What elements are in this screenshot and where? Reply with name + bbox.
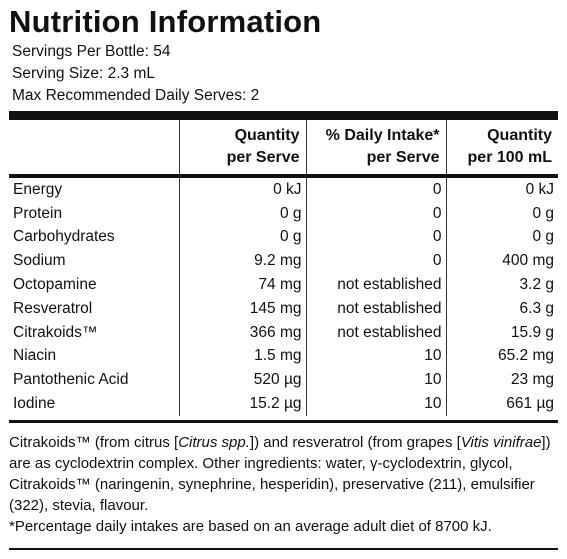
nutrient-name: Resveratrol (13, 299, 93, 317)
quantity-per-100ml: 65.2 mg (445, 344, 558, 369)
table-header-row: Quantity per Serve % Daily Intake* per S… (9, 120, 558, 176)
daily-intake-percent: 10 (305, 368, 446, 393)
quantity-per-serve: 0 g (178, 225, 306, 250)
panel-bottom-border (9, 548, 558, 550)
header-label-line1: % Daily Intake* (325, 127, 440, 144)
footnote: Citrakoids™ (from citrus [Citrus spp.]) … (9, 432, 561, 537)
table-row: Citrakoids™ 366 mg not established 15.9 g (9, 320, 558, 345)
footnote-text: ]) and resveratrol (from grapes [ (249, 434, 461, 451)
quantity-per-100ml: 400 mg (445, 249, 558, 274)
header-label-line2: per Serve (366, 149, 440, 166)
daily-intake-percent: 0 (305, 225, 446, 250)
header-daily-intake: % Daily Intake* per Serve (305, 120, 446, 176)
quantity-per-serve: 74 mg (178, 273, 306, 297)
quantity-per-100ml: 15.9 g (445, 320, 558, 345)
quantity-per-serve: 9.2 mg (178, 249, 306, 274)
nutrient-name: Niacin (13, 347, 57, 365)
table-row: Niacin 1.5 mg 10 65.2 mg (9, 344, 558, 369)
footnote-text: Citrakoids™ (from citrus [ (9, 434, 179, 451)
footnote-text: ]) are as cyclodextrin complex. Other in… (9, 434, 551, 514)
header-label-line1: Quantity (234, 127, 300, 144)
header-label-line2: per 100 mL (467, 149, 552, 166)
quantity-per-serve: 0 g (178, 201, 306, 226)
daily-intake-percent: not established (305, 320, 446, 345)
header-divider (9, 111, 558, 120)
daily-intake-percent: 0 (305, 249, 446, 274)
header-quantity-per-100ml: Quantity per 100 mL (445, 120, 558, 176)
nutrient-name: Iodine (13, 395, 56, 413)
quantity-per-serve: 15.2 µg (178, 392, 306, 416)
header-label-line2: per Serve (226, 149, 300, 166)
nutrient-name: Protein (13, 204, 63, 222)
table-row: Pantothenic Acid 520 µg 10 23 mg (9, 368, 558, 393)
nutrient-name: Octopamine (13, 276, 97, 294)
serving-size: Serving Size: 2.3 mL (12, 65, 156, 82)
header-name (9, 120, 179, 176)
quantity-per-100ml: 6.3 g (445, 296, 558, 321)
quantity-per-serve: 1.5 mg (178, 344, 306, 369)
quantity-per-100ml: 3.2 g (445, 273, 558, 297)
daily-intake-percent: not established (305, 273, 446, 297)
nutrient-name: Citrakoids™ (13, 323, 98, 341)
table-row: Iodine 15.2 µg 10 661 µg (9, 392, 558, 416)
daily-intake-percent: 10 (305, 344, 446, 369)
header-label-line1: Quantity (487, 127, 552, 144)
max-daily-serves: Max Recommended Daily Serves: 2 (12, 87, 260, 104)
servings-per-bottle: Servings Per Bottle: 54 (12, 43, 171, 60)
footnote-italic: Vitis vinifrae (460, 434, 542, 451)
footnote-italic: Citrus spp. (178, 434, 250, 451)
nutrient-name: Carbohydrates (13, 228, 115, 246)
nutrient-name: Pantothenic Acid (13, 371, 129, 389)
quantity-per-100ml: 23 mg (445, 368, 558, 393)
panel-title: Nutrition Information (9, 4, 322, 39)
quantity-per-serve: 0 kJ (178, 176, 306, 202)
daily-intake-percent: 0 (305, 201, 446, 226)
quantity-per-100ml: 661 µg (445, 392, 558, 416)
daily-intake-percent: not established (305, 296, 446, 321)
daily-intake-percent: 0 (305, 176, 446, 202)
daily-intake-percent: 10 (305, 392, 446, 416)
quantity-per-serve: 145 mg (178, 296, 306, 321)
nutrition-table: Quantity per Serve % Daily Intake* per S… (9, 120, 558, 416)
table-row: Octopamine 74 mg not established 3.2 g (9, 273, 558, 297)
quantity-per-serve: 366 mg (178, 320, 306, 345)
quantity-per-100ml: 0 g (445, 201, 558, 226)
table-row: Resveratrol 145 mg not established 6.3 g (9, 296, 558, 321)
header-quantity-per-serve: Quantity per Serve (178, 120, 306, 176)
daily-intake-note: *Percentage daily intakes are based on a… (9, 518, 492, 535)
quantity-per-100ml: 0 g (445, 225, 558, 250)
nutrient-name: Energy (13, 180, 63, 198)
quantity-per-100ml: 0 kJ (445, 176, 558, 202)
ingredients-note: Citrakoids™ (from citrus [Citrus spp.]) … (9, 432, 561, 516)
quantity-per-serve: 520 µg (178, 368, 306, 393)
table-row: Sodium 9.2 mg 0 400 mg (9, 249, 558, 274)
nutrient-name: Sodium (13, 252, 66, 270)
table-bottom-divider (9, 420, 558, 423)
table-row: Energy 0 kJ 0 0 kJ (9, 176, 558, 202)
